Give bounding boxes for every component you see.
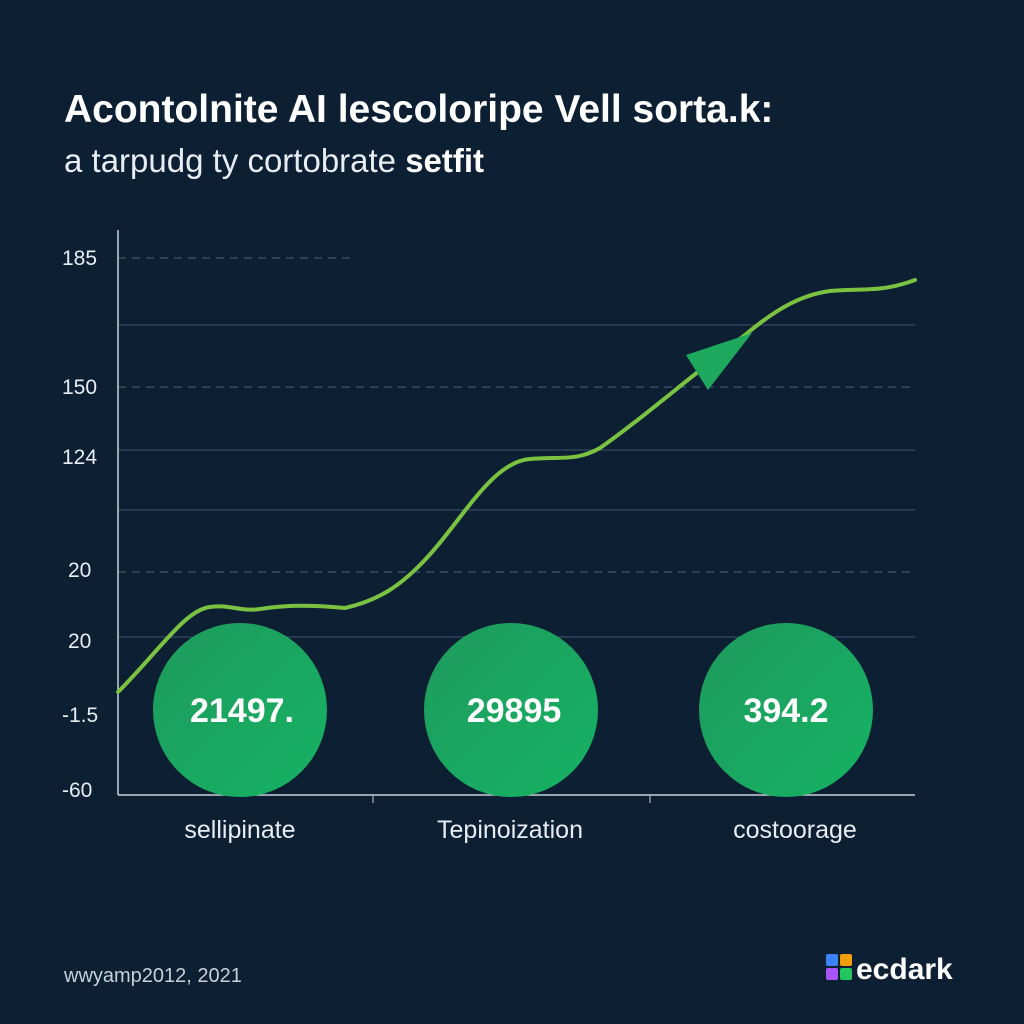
metric-circle	[424, 623, 598, 797]
title: Acontolnite AI lescoloripe Vell sorta.k:	[64, 88, 773, 131]
trend-line	[116, 278, 917, 694]
logo-square	[826, 954, 838, 966]
category-label: sellipinate	[184, 816, 295, 844]
logo-square	[826, 968, 838, 980]
logo-square	[840, 968, 852, 980]
footer-source: wwyamp2012, 2021	[63, 965, 242, 987]
metric-value: 21497.	[190, 692, 294, 730]
y-label: -60	[62, 779, 92, 802]
subtitle: a tarpudg ty cortobrate setfit	[64, 142, 484, 179]
logo-text: ecdark	[856, 953, 953, 986]
logo-icon	[826, 954, 852, 980]
y-label: 150	[62, 376, 97, 399]
trend-arrow	[686, 333, 752, 390]
y-label: -1.5	[62, 704, 98, 727]
y-label: 20	[68, 559, 91, 582]
metric-circle	[699, 623, 873, 797]
metric-value: 29895	[467, 692, 562, 730]
y-label: 20	[68, 630, 91, 653]
subtitle-emphasis: setfit	[405, 142, 484, 179]
category-label: Tepinoization	[437, 816, 583, 844]
category-label: costoorage	[733, 816, 857, 844]
subtitle-text: a tarpudg ty cortobrate	[64, 142, 396, 179]
logo-square	[840, 954, 852, 966]
metric-value: 394.2	[743, 692, 828, 730]
y-label: 124	[62, 446, 97, 469]
y-label: 185	[62, 247, 97, 270]
metric-circle	[153, 623, 327, 797]
